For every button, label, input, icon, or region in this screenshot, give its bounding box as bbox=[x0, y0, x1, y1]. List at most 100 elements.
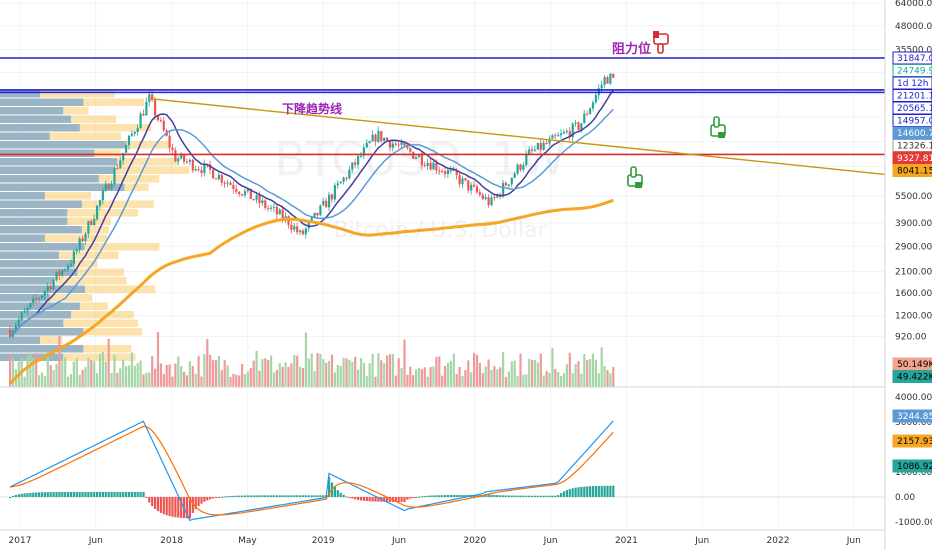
candle-body[interactable] bbox=[200, 169, 203, 174]
candle-body[interactable] bbox=[67, 265, 70, 270]
candle-body[interactable] bbox=[159, 120, 162, 122]
candle-body[interactable] bbox=[319, 205, 322, 216]
candle-body[interactable] bbox=[336, 183, 339, 186]
candle-body[interactable] bbox=[594, 95, 597, 103]
macd-axis[interactable]: 4000.00 3000.00 1000.00 0.00 -1000.00 3244.85… bbox=[892, 393, 932, 528]
candle-body[interactable] bbox=[374, 134, 377, 142]
candle-body[interactable] bbox=[351, 162, 354, 170]
candle-body[interactable] bbox=[490, 197, 493, 205]
candle-body[interactable] bbox=[9, 329, 12, 337]
candle-body[interactable] bbox=[342, 177, 345, 182]
candle-body[interactable] bbox=[560, 133, 563, 136]
candle-body[interactable] bbox=[504, 182, 508, 186]
candle-body[interactable] bbox=[600, 84, 603, 89]
candle-body[interactable] bbox=[545, 142, 548, 144]
candle-body[interactable] bbox=[20, 312, 23, 320]
candle-body[interactable] bbox=[249, 188, 252, 200]
candle-body[interactable] bbox=[171, 147, 174, 151]
candle-body[interactable] bbox=[17, 319, 20, 326]
candle-body[interactable] bbox=[32, 298, 35, 303]
candle-body[interactable] bbox=[261, 200, 264, 204]
candle-body[interactable] bbox=[571, 123, 574, 138]
candle-body[interactable] bbox=[75, 249, 78, 252]
candle-body[interactable] bbox=[127, 135, 131, 145]
candle-body[interactable] bbox=[235, 188, 238, 192]
candle-body[interactable] bbox=[446, 170, 450, 174]
candle-body[interactable] bbox=[212, 169, 215, 179]
candle-body[interactable] bbox=[525, 154, 528, 166]
candle-body[interactable] bbox=[264, 200, 267, 208]
macd-pane[interactable] bbox=[0, 420, 885, 522]
downtrend-line[interactable] bbox=[148, 97, 886, 176]
candle-body[interactable] bbox=[478, 192, 481, 195]
candle-body[interactable] bbox=[64, 269, 67, 271]
candle-body[interactable] bbox=[232, 184, 235, 189]
candle-body[interactable] bbox=[606, 77, 609, 84]
candle-body[interactable] bbox=[142, 113, 145, 116]
candle-body[interactable] bbox=[368, 141, 371, 144]
candle-body[interactable] bbox=[510, 177, 513, 185]
candle-body[interactable] bbox=[130, 133, 133, 136]
candle-body[interactable] bbox=[84, 233, 87, 241]
candle-body[interactable] bbox=[220, 174, 223, 183]
candle-body[interactable] bbox=[98, 200, 102, 206]
candle-body[interactable] bbox=[14, 325, 17, 331]
candle-body[interactable] bbox=[458, 175, 461, 185]
candle-body[interactable] bbox=[420, 155, 423, 166]
candle-body[interactable] bbox=[365, 143, 368, 148]
candle-body[interactable] bbox=[441, 170, 444, 172]
candle-body[interactable] bbox=[197, 169, 200, 171]
candle-body[interactable] bbox=[612, 73, 615, 78]
candle-body[interactable] bbox=[377, 131, 380, 142]
candle-body[interactable] bbox=[432, 162, 435, 170]
candle-body[interactable] bbox=[270, 207, 273, 209]
candle-body[interactable] bbox=[58, 271, 61, 276]
candle-body[interactable] bbox=[473, 184, 476, 187]
candle-body[interactable] bbox=[316, 212, 319, 216]
candle-body[interactable] bbox=[301, 230, 305, 235]
candle-body[interactable] bbox=[223, 182, 226, 184]
candle-body[interactable] bbox=[87, 220, 90, 234]
candle-body[interactable] bbox=[562, 132, 566, 134]
candle-body[interactable] bbox=[226, 182, 229, 184]
candle-body[interactable] bbox=[565, 131, 568, 133]
candle-body[interactable] bbox=[603, 77, 606, 85]
candle-body[interactable] bbox=[104, 184, 107, 191]
candle-body[interactable] bbox=[258, 195, 261, 204]
candle-body[interactable] bbox=[243, 191, 247, 196]
candle-body[interactable] bbox=[423, 165, 426, 167]
candle-body[interactable] bbox=[133, 132, 136, 134]
candle-body[interactable] bbox=[304, 228, 307, 235]
candle-body[interactable] bbox=[241, 194, 244, 196]
trendline-group[interactable] bbox=[148, 97, 886, 176]
candle-body[interactable] bbox=[290, 224, 293, 230]
candle-body[interactable] bbox=[475, 186, 479, 193]
candle-body[interactable] bbox=[136, 128, 139, 133]
candle-body[interactable] bbox=[333, 185, 336, 200]
candle-body[interactable] bbox=[455, 169, 458, 176]
candle-body[interactable] bbox=[168, 135, 171, 148]
candle-body[interactable] bbox=[113, 167, 116, 184]
candle-body[interactable] bbox=[310, 217, 313, 222]
candle-body[interactable] bbox=[429, 162, 432, 170]
candle-body[interactable] bbox=[345, 177, 348, 179]
candle-body[interactable] bbox=[293, 226, 296, 230]
candle-body[interactable] bbox=[339, 181, 342, 184]
candle-body[interactable] bbox=[229, 182, 232, 185]
candle-body[interactable] bbox=[554, 135, 557, 137]
candle-body[interactable] bbox=[116, 167, 119, 169]
candle-body[interactable] bbox=[325, 200, 328, 208]
candle-body[interactable] bbox=[493, 197, 496, 199]
candle-body[interactable] bbox=[61, 269, 64, 276]
candle-body[interactable] bbox=[551, 135, 554, 139]
candle-body[interactable] bbox=[383, 137, 386, 141]
candle-body[interactable] bbox=[96, 205, 99, 219]
candle-body[interactable] bbox=[461, 178, 464, 185]
candle-body[interactable] bbox=[516, 164, 519, 174]
candle-body[interactable] bbox=[267, 207, 270, 209]
candle-body[interactable] bbox=[194, 169, 197, 171]
candle-body[interactable] bbox=[180, 154, 183, 159]
candle-body[interactable] bbox=[275, 206, 278, 215]
candle-body[interactable] bbox=[357, 155, 360, 165]
